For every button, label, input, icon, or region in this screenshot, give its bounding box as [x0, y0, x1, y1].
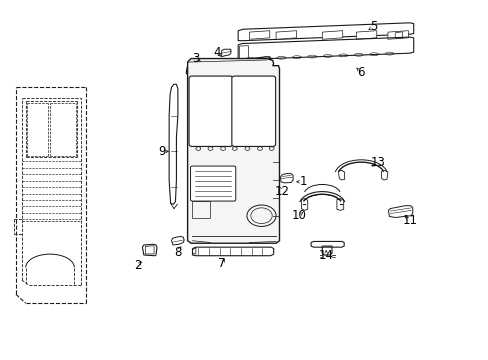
Text: 2: 2	[134, 259, 141, 272]
Text: 1: 1	[300, 175, 307, 188]
FancyBboxPatch shape	[190, 166, 235, 201]
FancyBboxPatch shape	[231, 76, 275, 147]
Text: 8: 8	[174, 246, 181, 258]
Polygon shape	[187, 59, 279, 243]
Polygon shape	[322, 31, 342, 39]
Text: 13: 13	[370, 156, 385, 169]
Polygon shape	[356, 31, 376, 39]
Polygon shape	[394, 32, 402, 39]
Text: 12: 12	[274, 185, 289, 198]
Text: 5: 5	[369, 20, 376, 33]
Text: 3: 3	[192, 52, 199, 65]
Polygon shape	[249, 31, 269, 39]
Polygon shape	[387, 31, 407, 39]
Text: 7: 7	[218, 257, 225, 270]
Text: 6: 6	[357, 66, 364, 79]
Text: 9: 9	[158, 145, 165, 158]
Text: 4: 4	[213, 46, 220, 59]
Text: 11: 11	[402, 213, 416, 226]
FancyBboxPatch shape	[189, 76, 232, 147]
Text: 14: 14	[318, 249, 333, 262]
Polygon shape	[276, 31, 296, 39]
Text: 10: 10	[291, 209, 306, 222]
